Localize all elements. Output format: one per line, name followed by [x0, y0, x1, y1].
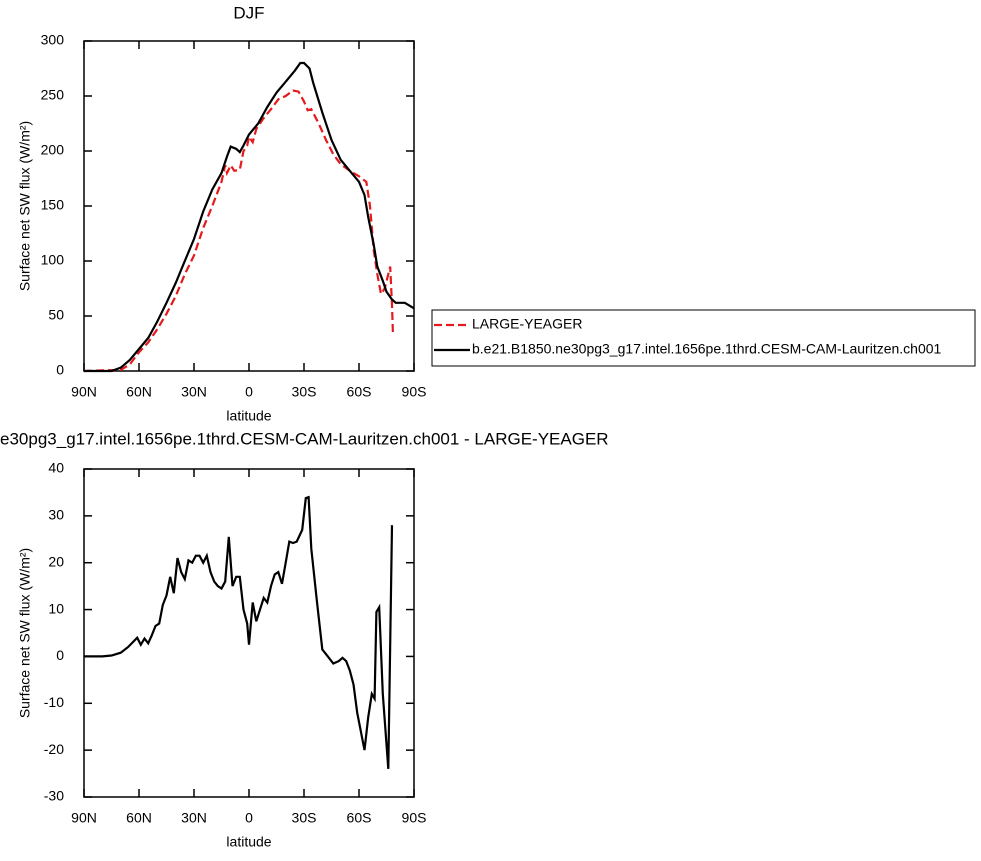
chart-title: b.e21.B1850.ne30pg3_g17.intel.1656pe.1th…: [0, 429, 609, 448]
x-tick-label: 60N: [126, 810, 152, 826]
y-axis-label: Surface net SW flux (W/m²): [17, 548, 33, 718]
x-tick-label: 30S: [292, 810, 317, 826]
x-tick-label: 60N: [126, 384, 152, 400]
x-tick-label: 60S: [347, 810, 372, 826]
x-axis-label: latitude: [226, 408, 271, 424]
data-line: [84, 495, 394, 769]
y-tick-label: 30: [48, 507, 64, 523]
x-tick-label: 90N: [71, 810, 97, 826]
x-tick-label: 0: [245, 810, 253, 826]
x-tick-label: 90N: [71, 384, 97, 400]
plot-frame: [83, 40, 415, 372]
y-tick-label: 300: [41, 32, 65, 48]
y-tick-label: 50: [48, 307, 64, 323]
y-tick-label: 10: [48, 600, 64, 616]
x-tick-label: 90S: [402, 384, 427, 400]
y-axis-label: Surface net SW flux (W/m²): [17, 121, 33, 291]
y-tick-label: 200: [41, 142, 65, 158]
x-tick-label: 90S: [402, 810, 427, 826]
legend-label: b.e21.B1850.ne30pg3_g17.intel.1656pe.1th…: [472, 341, 942, 357]
x-axis-label: latitude: [226, 834, 271, 850]
x-tick-label: 0: [245, 384, 253, 400]
y-tick-label: -30: [44, 788, 64, 804]
y-tick-label: 150: [41, 197, 65, 213]
x-tick-label: 30S: [292, 384, 317, 400]
y-tick-label: -20: [44, 741, 64, 757]
y-tick-label: 0: [56, 647, 64, 663]
x-tick-label: 30N: [181, 810, 207, 826]
y-tick-label: 250: [41, 87, 65, 103]
y-tick-label: 100: [41, 252, 65, 268]
y-tick-label: 0: [56, 362, 64, 378]
legend-box: [431, 309, 976, 367]
y-tick-label: 40: [48, 460, 64, 476]
chart-title: DJF: [233, 3, 264, 22]
x-tick-label: 60S: [347, 384, 372, 400]
x-tick-label: 30N: [181, 384, 207, 400]
y-tick-label: 20: [48, 553, 64, 569]
legend: LARGE-YEAGER b.e21.B1850.ne30pg3_g17.inte…: [431, 309, 976, 367]
y-tick-label: -10: [44, 694, 64, 710]
data-line: [83, 89, 394, 373]
data-line: [84, 61, 415, 373]
legend-label: LARGE-YEAGER: [472, 316, 582, 332]
